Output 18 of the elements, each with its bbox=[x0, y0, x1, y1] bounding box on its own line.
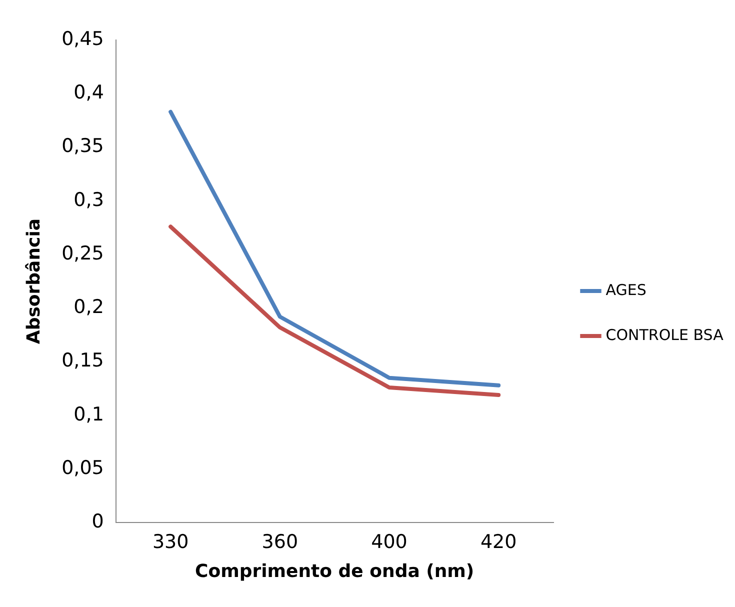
y-tick-label: 0,2 bbox=[74, 296, 104, 318]
y-tick-label: 0,45 bbox=[62, 28, 104, 50]
x-axis-title: Comprimento de onda (nm) bbox=[195, 560, 474, 582]
y-tick-label: 0,35 bbox=[62, 135, 104, 158]
y-tick-label: 0,15 bbox=[62, 350, 104, 372]
y-tick-label: 0,4 bbox=[74, 82, 104, 104]
x-tick-label: 420 bbox=[480, 530, 517, 553]
legend-label: AGES bbox=[606, 280, 646, 299]
y-tick-label: 0,1 bbox=[74, 403, 104, 426]
legend-label: CONTROLE BSA bbox=[606, 326, 724, 344]
x-tick-label: 330 bbox=[152, 530, 189, 553]
y-tick-label: 0 bbox=[92, 510, 104, 533]
x-tick-label: 400 bbox=[371, 530, 408, 553]
y-tick-label: 0,05 bbox=[62, 456, 104, 479]
x-tick-label: 360 bbox=[262, 530, 298, 553]
y-tick-label: 0,3 bbox=[74, 188, 104, 211]
y-axis-title: Absorbância bbox=[23, 218, 44, 344]
y-tick-label: 0,25 bbox=[62, 242, 104, 264]
